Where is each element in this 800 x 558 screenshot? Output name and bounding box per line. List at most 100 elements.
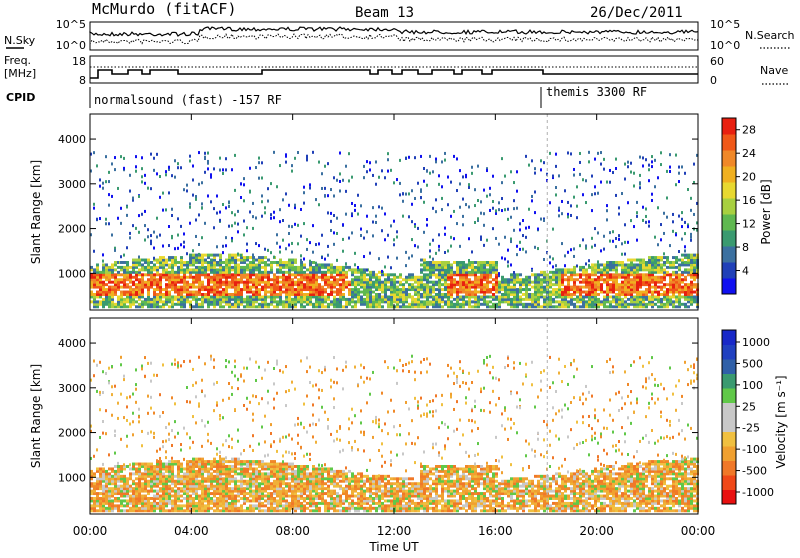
data-cell	[198, 303, 201, 306]
data-cell	[681, 165, 683, 168]
data-cell	[255, 166, 257, 169]
data-cell	[270, 182, 272, 185]
data-cell	[576, 278, 579, 281]
data-cell	[621, 298, 624, 301]
data-cell	[120, 291, 123, 294]
data-cell	[642, 259, 645, 262]
data-cell	[597, 192, 599, 195]
data-cell	[498, 201, 500, 204]
data-cell	[147, 259, 150, 262]
data-cell	[564, 278, 567, 281]
data-cell	[171, 499, 174, 502]
data-cell	[531, 281, 534, 284]
data-cell	[540, 271, 543, 274]
data-cell	[534, 190, 536, 193]
data-cell	[183, 261, 186, 264]
data-cell	[318, 203, 320, 206]
data-cell	[111, 365, 113, 368]
data-cell	[243, 177, 245, 180]
data-cell	[621, 281, 624, 284]
data-cell	[120, 499, 123, 502]
data-cell	[306, 248, 308, 251]
data-cell	[153, 169, 155, 172]
data-cell	[228, 487, 231, 490]
data-cell	[168, 191, 170, 194]
data-cell	[150, 266, 153, 269]
data-cell	[324, 288, 327, 291]
data-cell	[105, 283, 108, 286]
data-cell	[504, 208, 506, 211]
data-cell	[591, 237, 593, 240]
data-cell	[423, 167, 425, 170]
data-cell	[438, 245, 440, 248]
data-cell	[426, 170, 428, 173]
data-cell	[168, 438, 170, 441]
data-cell	[471, 305, 474, 308]
data-cell	[216, 212, 218, 215]
data-cell	[354, 300, 357, 303]
nsearch-trace	[90, 34, 698, 44]
data-cell	[582, 286, 585, 289]
data-cell	[111, 195, 113, 198]
data-cell	[306, 268, 309, 271]
data-cell	[609, 231, 611, 234]
data-cell	[216, 268, 219, 271]
data-cell	[363, 176, 365, 179]
data-cell	[165, 268, 168, 271]
data-cell	[660, 163, 662, 166]
data-cell	[615, 293, 618, 296]
data-cell	[132, 224, 134, 227]
data-cell	[564, 268, 567, 271]
data-cell	[300, 259, 302, 262]
data-cell	[99, 271, 102, 274]
data-cell	[216, 497, 219, 500]
data-cell	[129, 174, 131, 177]
data-cell	[336, 278, 339, 281]
data-cell	[603, 278, 606, 281]
data-cell	[435, 288, 438, 291]
data-cell	[279, 286, 282, 289]
data-cell	[144, 375, 146, 378]
data-cell	[156, 259, 159, 262]
y-tick: 4000	[58, 133, 698, 146]
data-cell	[657, 276, 660, 279]
data-cell	[192, 458, 195, 461]
data-cell	[570, 268, 573, 271]
data-cell	[150, 187, 152, 190]
data-cell	[456, 281, 459, 284]
data-cell	[675, 233, 677, 236]
data-cell	[171, 174, 173, 177]
data-cell	[117, 187, 119, 190]
data-cell	[291, 298, 294, 301]
data-cell	[363, 298, 366, 301]
data-cell	[525, 236, 527, 239]
data-cell	[684, 221, 686, 224]
data-cell	[228, 360, 230, 363]
data-cell	[144, 298, 147, 301]
data-cell	[144, 273, 147, 276]
data-cell	[399, 182, 401, 185]
data-cell	[399, 288, 402, 291]
data-cell	[492, 261, 495, 264]
data-cell	[231, 254, 234, 257]
data-cell	[348, 266, 351, 269]
data-cell	[441, 197, 443, 200]
data-cell	[651, 165, 653, 168]
data-cell	[204, 362, 206, 365]
data-cell	[612, 261, 615, 264]
data-cell	[687, 188, 689, 191]
data-cell	[444, 300, 447, 303]
data-cell	[330, 212, 332, 215]
data-cell	[570, 293, 573, 296]
colorbar-tick-label: 8	[742, 241, 749, 254]
data-cell	[411, 283, 414, 286]
data-cell	[438, 261, 441, 264]
data-cell	[396, 257, 398, 260]
data-cell	[417, 182, 419, 185]
data-cell	[114, 268, 117, 271]
data-cell	[687, 268, 690, 271]
data-cell	[621, 261, 624, 264]
data-cell	[96, 448, 98, 451]
data-cell	[558, 268, 561, 271]
data-cell	[444, 251, 446, 254]
